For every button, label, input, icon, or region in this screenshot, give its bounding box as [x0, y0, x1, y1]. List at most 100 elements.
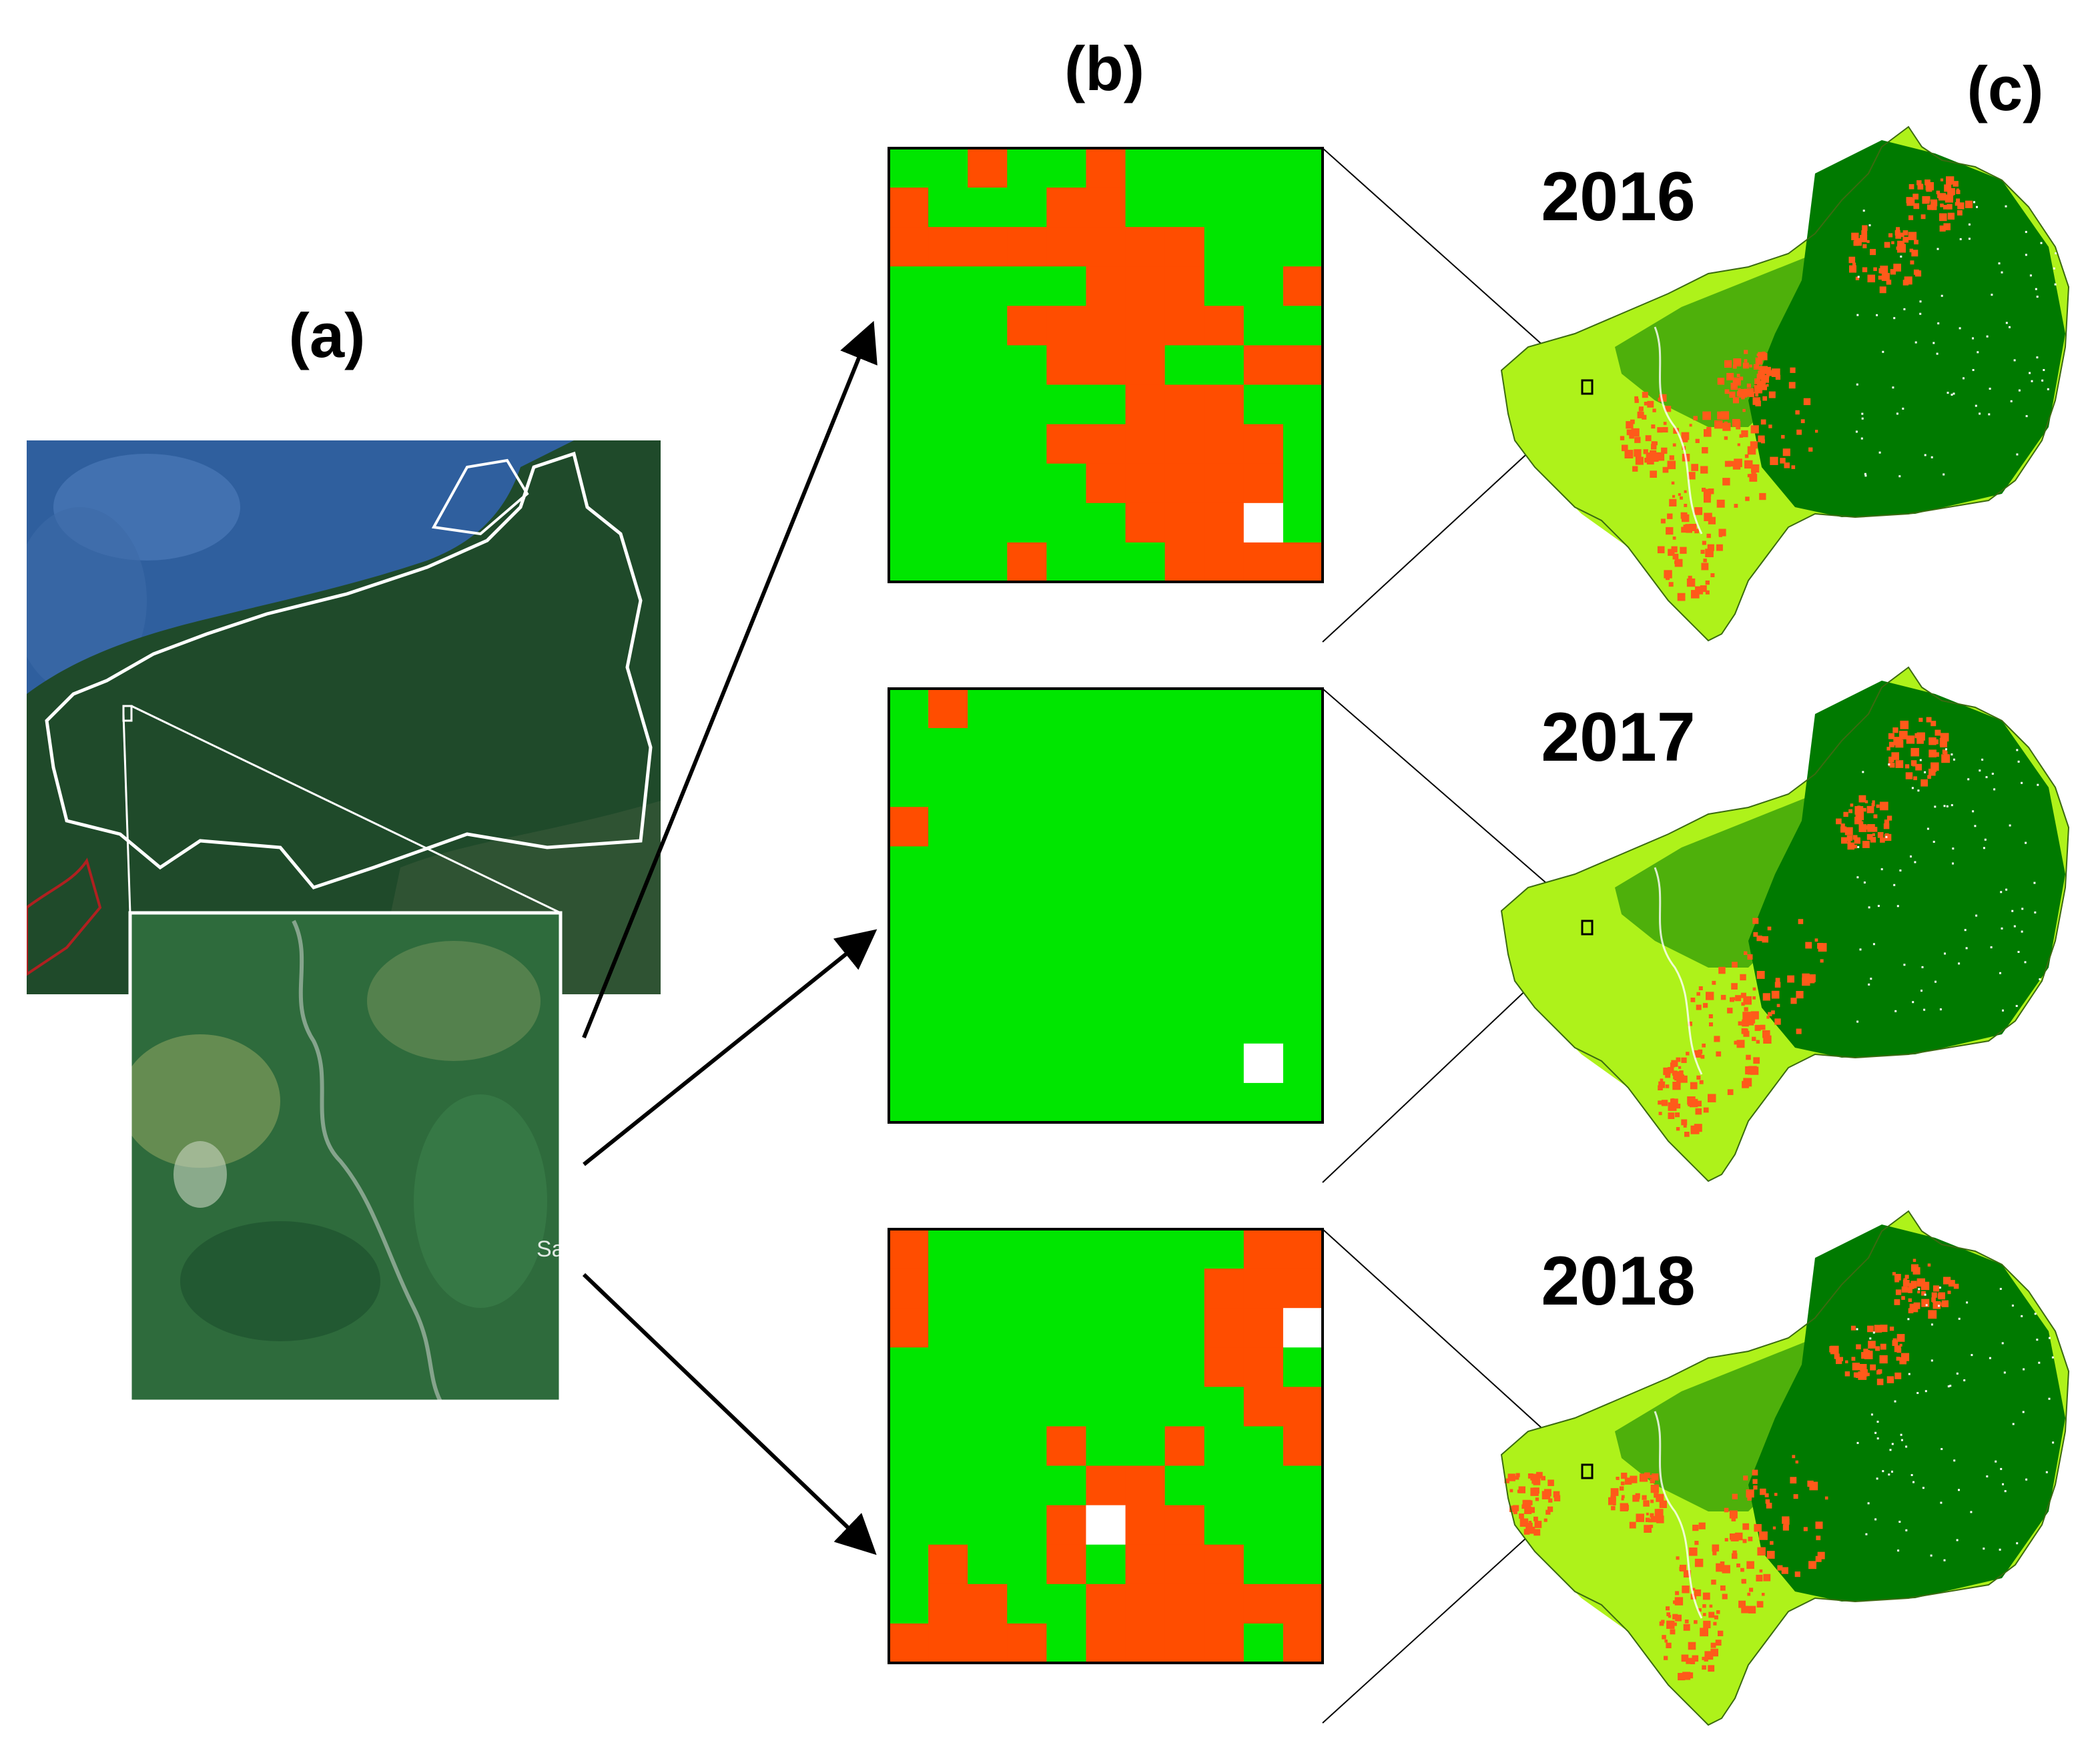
grid-cell: [928, 689, 968, 729]
map-change-pixel: [1759, 1531, 1768, 1540]
map-change-pixel: [1744, 350, 1748, 354]
grid-cell: [1125, 424, 1166, 464]
map-change-pixel: [1509, 1505, 1516, 1512]
map-nodata-pixel: [1911, 787, 1914, 789]
map-nodata-pixel: [1896, 412, 1898, 415]
map-change-pixel: [1671, 1060, 1678, 1067]
map-change-pixel: [1677, 593, 1686, 601]
grid-cell: [1125, 384, 1166, 425]
map-change-pixel: [1699, 1080, 1704, 1084]
map-nodata-pixel: [1999, 972, 2001, 974]
grid-cell: [1164, 728, 1205, 768]
map-change-pixel: [1861, 230, 1868, 236]
panel-a-label: (a): [289, 300, 366, 370]
map-change-pixel: [1939, 213, 1947, 222]
grid-cell: [1046, 846, 1087, 887]
map-nodata-pixel: [1983, 1547, 1985, 1550]
map-nodata-pixel: [1856, 1328, 1858, 1331]
map-change-pixel: [1659, 1500, 1667, 1508]
grid-cell: [968, 925, 1008, 966]
grid-cell: [1283, 1544, 1323, 1585]
map-nodata-pixel: [1878, 451, 1881, 454]
pixel-grid-2016: [888, 147, 1324, 583]
grid-cell: [1243, 188, 1284, 228]
map-change-pixel: [1736, 424, 1741, 430]
map-nodata-pixel: [1863, 882, 1866, 884]
map-nodata-pixel: [1889, 1449, 1892, 1451]
map-change-pixel: [1956, 198, 1961, 203]
map-change-pixel: [1734, 504, 1738, 508]
map-change-pixel: [1694, 1558, 1704, 1567]
map-change-pixel: [1527, 1526, 1535, 1534]
map-change-pixel: [1701, 563, 1709, 571]
map-change-pixel: [1684, 504, 1688, 507]
map-change-pixel: [1752, 1036, 1756, 1041]
map-change-pixel: [1880, 837, 1885, 843]
grid-cell: [1204, 227, 1245, 267]
grid-cell: [1086, 542, 1126, 583]
grid-cell: [968, 1043, 1008, 1084]
map-nodata-pixel: [2004, 1490, 2007, 1493]
map-change-pixel: [1543, 1489, 1551, 1497]
map-change-pixel: [1760, 380, 1766, 386]
grid-cell: [1007, 1308, 1047, 1348]
grid-cell: [1283, 188, 1323, 228]
map-change-pixel: [1530, 1473, 1537, 1481]
grid-cell: [1007, 1623, 1047, 1664]
map-nodata-pixel: [1919, 759, 1922, 761]
map-change-pixel: [1658, 1112, 1662, 1116]
map-change-pixel: [1759, 1569, 1763, 1573]
map-change-pixel: [1762, 1593, 1765, 1596]
map-change-pixel: [1756, 936, 1762, 942]
map-nodata-pixel: [1876, 1437, 1879, 1440]
map-change-pixel: [1692, 1524, 1699, 1531]
map-change-pixel: [1675, 1112, 1680, 1118]
map-change-pixel: [1740, 974, 1746, 981]
grid-cell: [1007, 1387, 1047, 1427]
grid-cell: [968, 767, 1008, 807]
map-change-pixel: [1730, 997, 1734, 1002]
map-nodata-pixel: [2029, 372, 2031, 374]
map-change-pixel: [1928, 1310, 1937, 1319]
map-change-pixel: [1636, 1513, 1644, 1522]
pixel-grid-2017: [888, 687, 1324, 1124]
grid-cell: [1125, 1004, 1166, 1044]
map-change-pixel: [1875, 1346, 1880, 1351]
map-change-pixel: [1802, 977, 1810, 986]
map-change-pixel: [1902, 1280, 1910, 1287]
map-change-pixel: [1652, 456, 1659, 462]
map-change-pixel: [1680, 1075, 1688, 1083]
map-change-pixel: [1708, 1612, 1715, 1618]
map-change-pixel: [1695, 438, 1700, 443]
map-nodata-pixel: [1868, 224, 1871, 227]
map-change-pixel: [1717, 378, 1725, 385]
map-change-pixel: [1696, 1100, 1702, 1107]
map-change-pixel: [1848, 256, 1856, 264]
map-nodata-pixel: [2025, 415, 2028, 418]
map-change-pixel: [1683, 1624, 1690, 1631]
map-change-pixel: [1643, 1500, 1650, 1507]
grid-cell: [1283, 1465, 1323, 1506]
grid-cell: [1164, 964, 1205, 1005]
map-change-pixel: [1714, 1615, 1718, 1620]
grid-cell: [889, 1229, 929, 1269]
map-change-pixel: [1836, 1357, 1842, 1365]
map-nodata-pixel: [1860, 437, 1863, 440]
grid-cell: [928, 1229, 968, 1269]
map-change-pixel: [1744, 388, 1752, 397]
grid-cell: [1243, 1465, 1284, 1506]
map-change-pixel: [1794, 1571, 1800, 1577]
map-change-pixel: [1946, 176, 1955, 185]
map-nodata-pixel: [1914, 861, 1916, 863]
map-change-pixel: [1743, 996, 1752, 1005]
map-change-pixel: [1634, 396, 1638, 400]
grid-cell: [928, 1043, 968, 1084]
map-change-pixel: [1716, 1051, 1722, 1057]
map-nodata-pixel: [2040, 242, 2043, 244]
map-nodata-pixel: [1900, 256, 1902, 258]
map-change-pixel: [1700, 1628, 1708, 1637]
map-change-pixel: [1553, 1491, 1560, 1498]
map-nodata-pixel: [1924, 771, 1927, 773]
grid-cell: [1164, 1426, 1205, 1467]
map-change-pixel: [1553, 1495, 1561, 1501]
